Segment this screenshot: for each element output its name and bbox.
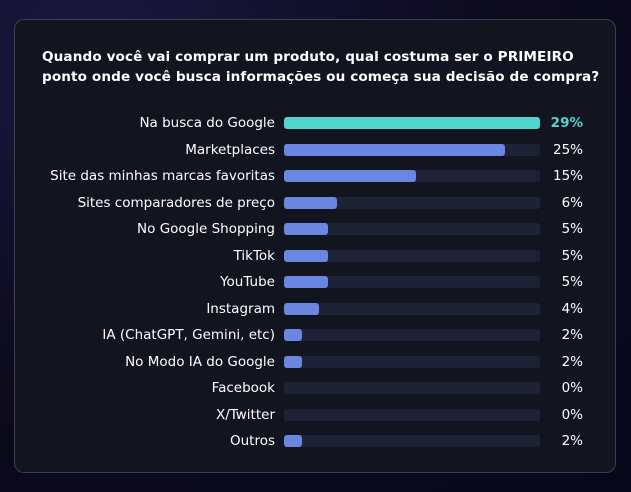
bar-row: Instagram 4% [15,299,615,319]
bar [284,302,319,315]
bar-track [284,223,540,235]
bar-value-label: 5% [561,221,583,237]
bar-track [284,329,540,341]
bar-row: TikTok 5% [15,246,615,266]
bar-label: No Google Shopping [137,221,275,237]
bar-value-label: 2% [561,353,583,370]
bar [284,196,337,209]
bar-track [284,249,540,262]
bar-row: IA (ChatGPT, Gemini, etc) 2% [15,325,615,345]
bar-track [284,117,540,129]
bar-row: YouTube 5% [15,272,615,292]
bar-row: Facebook 0% [15,378,615,398]
bar-label: Marketplaces [185,141,275,158]
bar-label: IA (ChatGPT, Gemini, etc) [102,327,275,343]
bar-label: X/Twitter [215,406,275,423]
bar-label: Sites comparadores de preço [77,194,275,211]
bar-label: Na busca do Google [139,115,275,131]
bar [284,435,302,447]
bar-label: No Modo IA do Google [125,353,275,370]
bar-value-label: 5% [561,247,583,264]
bar-label: Facebook [211,380,275,396]
chart-card: Quando você vai comprar um produto, qual… [14,19,616,473]
bar-label: Outros [229,433,275,449]
bar [284,117,540,129]
bar-track [284,382,540,394]
bar [284,355,302,368]
bar-row: No Google Shopping 5% [15,219,615,239]
bar-row: No Modo IA do Google 2% [15,352,615,372]
bar-track [284,276,540,288]
bar-track [284,143,540,156]
bar-row: Na busca do Google 29% [15,113,615,133]
bar-value-label: 2% [561,327,583,343]
bar-value-label: 0% [561,406,583,423]
bar-value-label: 5% [561,274,583,290]
bar [284,143,505,156]
bar-label: YouTube [220,274,275,290]
bar-value-label: 2% [561,433,583,449]
bar-track [284,355,540,368]
bar-row: Outros 2% [15,431,615,451]
bar [284,329,302,341]
bar-label: TikTok [233,247,275,264]
bar-row: Site das minhas marcas favoritas 15% [15,166,615,186]
bar-track [284,170,540,182]
bar-value-label: 15% [552,168,583,184]
bar-value-label: 0% [561,380,583,396]
chart-title: Quando você vai comprar um produto, qual… [42,49,600,85]
bar-value-label: 4% [561,300,583,317]
bar-track [284,196,540,209]
bar [284,249,328,262]
bar [284,170,416,182]
bar-track [284,302,540,315]
bar [284,223,328,235]
bar-row: Sites comparadores de preço 6% [15,193,615,213]
bar-label: Site das minhas marcas favoritas [50,168,275,184]
bar-value-label: 29% [550,115,583,131]
bar-value-label: 25% [552,141,583,158]
bar-track [284,435,540,447]
bar [284,276,328,288]
bar-label: Instagram [206,300,275,317]
bar-row: X/Twitter 0% [15,405,615,425]
bar-row: Marketplaces 25% [15,140,615,160]
bar-value-label: 6% [561,194,583,211]
bar-track [284,408,540,421]
